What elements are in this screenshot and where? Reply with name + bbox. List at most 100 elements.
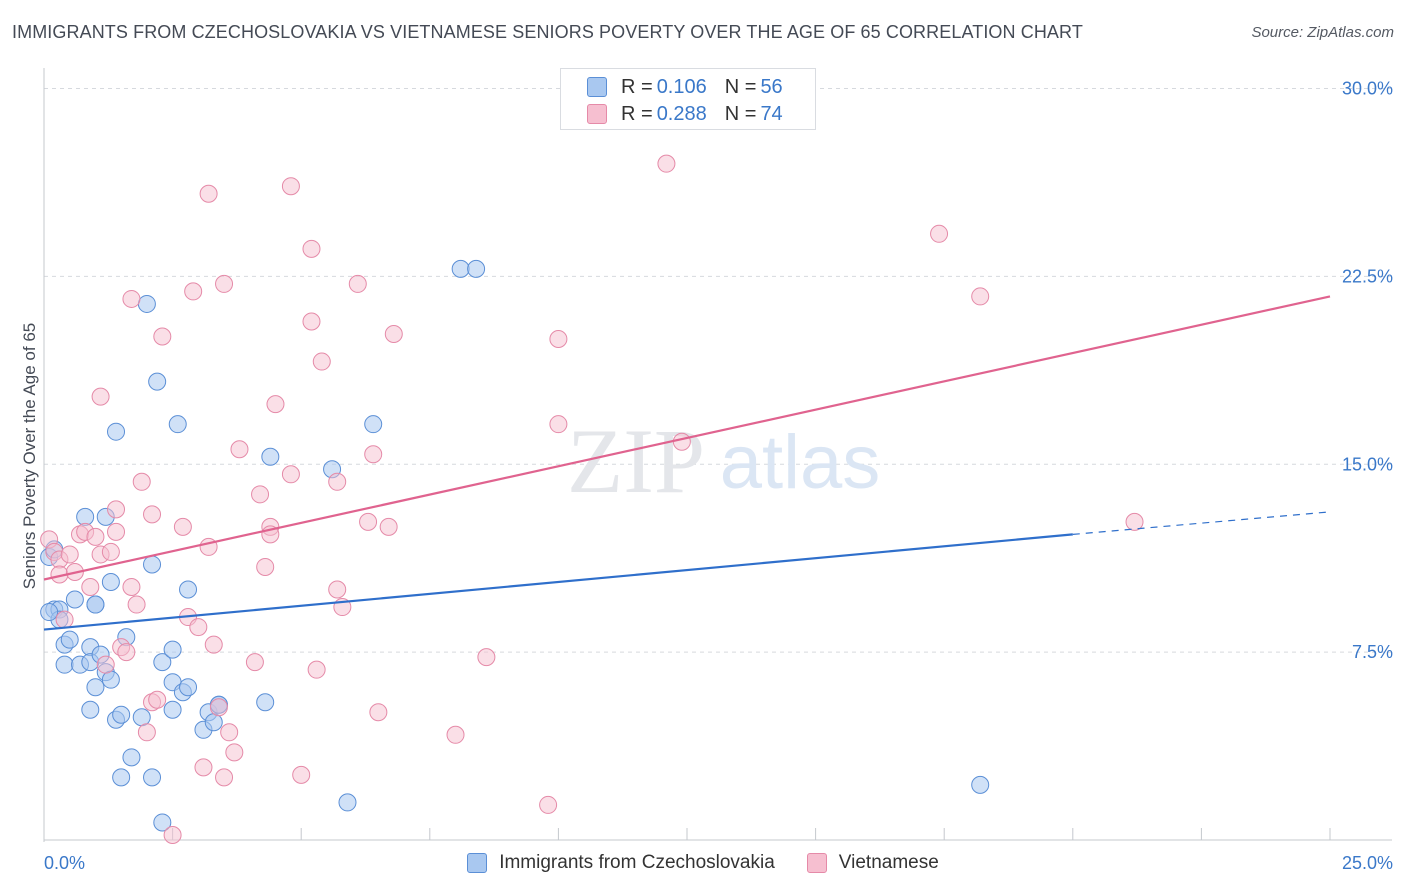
data-point-vietnamese — [328, 472, 347, 491]
data-point-vietnamese — [86, 527, 105, 546]
data-point-vietnamese — [153, 327, 172, 346]
data-point-vietnamese — [266, 395, 285, 414]
data-point-vietnamese — [446, 725, 465, 744]
data-point-vietnamese — [549, 330, 568, 349]
data-point-czechoslovakia — [132, 708, 151, 727]
data-point-vietnamese — [55, 610, 74, 629]
data-point-czechoslovakia — [60, 630, 79, 649]
data-point-czechoslovakia — [40, 603, 59, 622]
data-point-vietnamese — [209, 698, 228, 717]
legend-swatch-blue — [587, 77, 607, 97]
tick-labels: 7.5% 15.0% 22.5% 30.0% 0.0% 25.0% — [44, 79, 1393, 873]
y-tick-label: 7.5% — [1352, 642, 1393, 662]
data-point-vietnamese — [245, 653, 264, 672]
data-point-vietnamese — [256, 557, 275, 576]
data-point-vietnamese — [312, 352, 331, 371]
stats-legend: R = 0.106 N = 56 R = 0.288 N = 74 — [560, 68, 816, 130]
data-point-czechoslovakia — [122, 748, 141, 767]
data-point-vietnamese — [657, 154, 676, 173]
data-point-czechoslovakia — [76, 507, 95, 526]
legend-swatch-pink — [587, 104, 607, 124]
data-point-vietnamese — [549, 415, 568, 434]
data-point-vietnamese — [163, 825, 182, 844]
data-point-vietnamese — [672, 432, 691, 451]
data-point-czechoslovakia — [256, 693, 275, 712]
watermark-atlas: atlas — [720, 420, 881, 505]
axes — [43, 68, 1392, 842]
data-point-vietnamese — [292, 765, 311, 784]
data-point-vietnamese — [107, 500, 126, 519]
data-point-vietnamese — [143, 505, 162, 524]
data-point-czechoslovakia — [81, 700, 100, 719]
data-point-czechoslovakia — [338, 793, 357, 812]
data-point-vietnamese — [251, 485, 270, 504]
legend-label-vietnamese: Vietnamese — [838, 852, 939, 873]
data-point-czechoslovakia — [163, 640, 182, 659]
legend-r-label: R = — [621, 102, 653, 125]
legend-swatch-blue — [467, 853, 488, 873]
legend-r-value: 0.288 — [656, 102, 707, 125]
legend-item-czechoslovakia: Immigrants from Czechoslovakia — [467, 852, 775, 874]
legend-r-value: 0.106 — [656, 75, 707, 98]
legend-row-vietnamese: R = 0.288 N = 74 — [587, 101, 783, 127]
data-point-czechoslovakia — [137, 294, 156, 313]
data-point-czechoslovakia — [112, 705, 131, 724]
legend-r-label: R = — [621, 75, 653, 98]
data-point-vietnamese — [302, 239, 321, 258]
data-point-vietnamese — [477, 648, 496, 667]
data-point-vietnamese — [148, 690, 167, 709]
data-point-vietnamese — [91, 387, 110, 406]
data-point-vietnamese — [281, 465, 300, 484]
data-point-vietnamese — [60, 545, 79, 564]
data-point-vietnamese — [1125, 512, 1144, 531]
data-point-vietnamese — [122, 289, 141, 308]
trend-line-czechoslovakia-extension — [1072, 511, 1331, 535]
series-legend: Immigrants from Czechoslovakia Vietnames… — [0, 852, 1406, 874]
y-tick-label: 22.5% — [1342, 266, 1393, 286]
data-point-vietnamese — [107, 522, 126, 541]
data-point-vietnamese — [930, 224, 949, 243]
legend-n-label: N = — [724, 102, 757, 125]
trend-line-czechoslovakia — [43, 533, 1073, 631]
data-point-vietnamese — [220, 723, 239, 742]
trend-line-vietnamese — [43, 295, 1331, 581]
legend-n-value: 74 — [760, 102, 783, 125]
data-point-vietnamese — [199, 184, 218, 203]
data-point-vietnamese — [184, 282, 203, 301]
data-point-vietnamese — [81, 578, 100, 597]
data-point-vietnamese — [281, 177, 300, 196]
series-czechoslovakia-points — [40, 259, 990, 832]
data-point-vietnamese — [369, 703, 388, 722]
data-point-czechoslovakia — [153, 653, 172, 672]
data-point-czechoslovakia — [143, 555, 162, 574]
data-point-vietnamese — [101, 542, 120, 561]
x-tick-label-min: 0.0% — [44, 853, 85, 873]
series-vietnamese-points — [40, 154, 1144, 844]
data-point-vietnamese — [971, 287, 990, 306]
data-point-vietnamese — [215, 274, 234, 293]
data-point-czechoslovakia — [101, 572, 120, 591]
legend-swatch-pink — [806, 853, 827, 873]
data-point-vietnamese — [132, 472, 151, 491]
data-point-vietnamese — [215, 768, 234, 787]
trend-lines — [43, 295, 1331, 631]
data-point-czechoslovakia — [971, 775, 990, 794]
data-point-vietnamese — [364, 445, 383, 464]
watermark-zip: ZIP — [567, 410, 705, 512]
legend-row-czechoslovakia: R = 0.106 N = 56 — [587, 74, 783, 100]
data-point-czechoslovakia — [261, 447, 280, 466]
data-point-czechoslovakia — [163, 700, 182, 719]
data-point-czechoslovakia — [143, 768, 162, 787]
data-point-czechoslovakia — [112, 768, 131, 787]
y-tick-label: 30.0% — [1342, 79, 1393, 99]
data-point-vietnamese — [379, 517, 398, 536]
legend-n-label: N = — [724, 75, 757, 98]
data-point-czechoslovakia — [148, 372, 167, 391]
data-point-czechoslovakia — [451, 259, 470, 278]
data-point-czechoslovakia — [179, 580, 198, 599]
data-point-czechoslovakia — [101, 670, 120, 689]
data-point-vietnamese — [384, 325, 403, 344]
data-point-vietnamese — [137, 723, 156, 742]
legend-item-vietnamese: Vietnamese — [806, 852, 939, 874]
